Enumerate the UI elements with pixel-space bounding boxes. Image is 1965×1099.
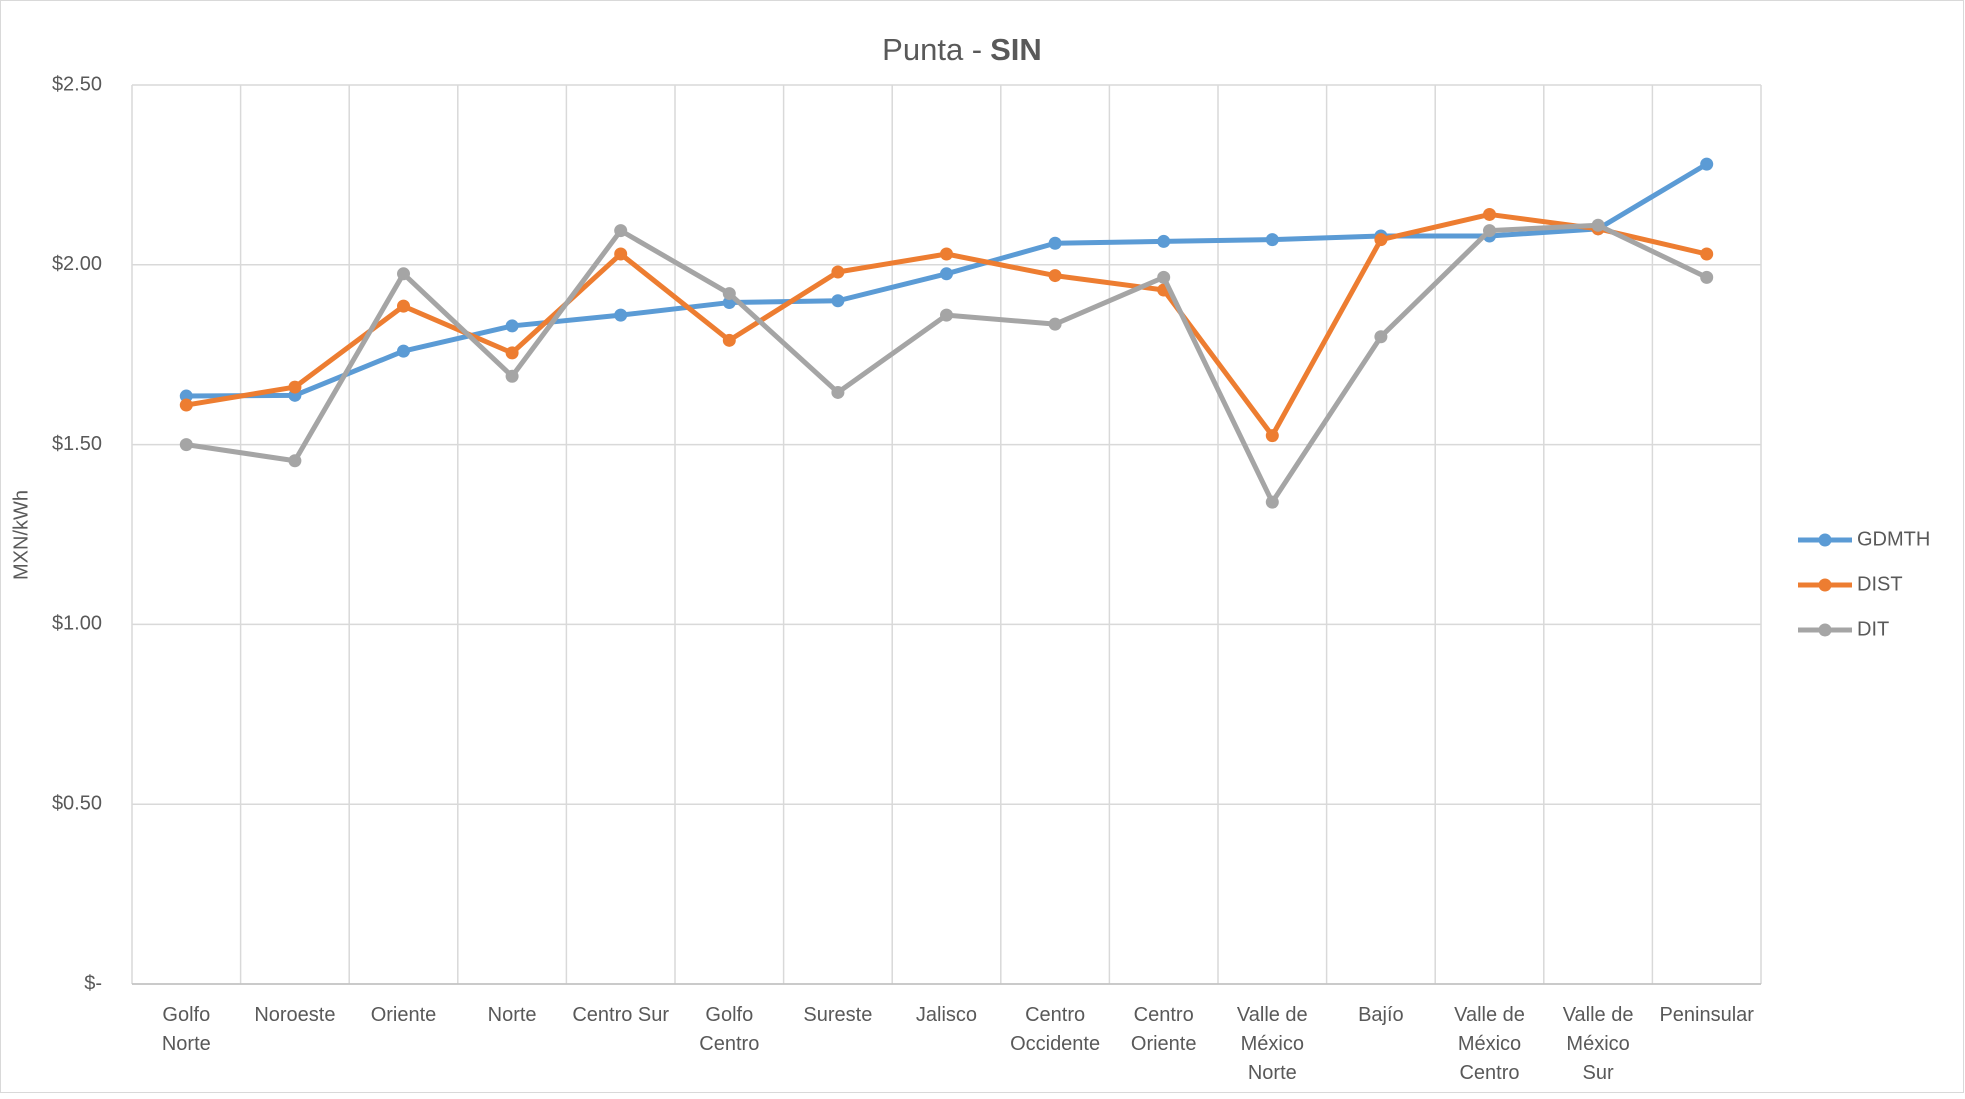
x-tick-line: Oriente [1131,1033,1197,1055]
data-point [505,319,519,333]
data-point [614,247,628,261]
y-tick-label: $2.00 [52,253,102,275]
x-tick-line: Valle de [1454,1004,1525,1026]
x-tick-line: Golfo [705,1004,753,1026]
title-text: Punta - [882,32,982,67]
data-point [831,385,845,399]
data-point [1483,224,1496,238]
x-tick-line: Peninsular [1659,1004,1754,1026]
data-point [397,344,410,358]
y-tick-label: $- [84,972,102,994]
data-point [179,438,193,452]
x-tick-label: Sureste [803,1004,872,1026]
x-tick-label: Centro Occidente [1010,1004,1100,1055]
data-point [1265,495,1279,509]
x-tick-label: Noroeste [254,1004,335,1026]
data-point [1265,429,1279,443]
data-point [1700,247,1714,261]
y-tick-label: $2.50 [52,73,102,95]
data-point [1157,270,1171,284]
data-point [1374,233,1388,247]
data-point [288,380,302,394]
x-tick-label: Peninsular [1659,1004,1754,1026]
x-tick-line: Norte [162,1033,211,1055]
legend-marker [1818,623,1832,637]
x-tick-label: Valle de México Sur [1563,1004,1634,1084]
x-tick-line: Valle de [1563,1004,1634,1026]
data-point [940,247,953,261]
data-point [940,267,953,281]
data-point [1048,236,1062,250]
data-point [1483,207,1496,221]
x-tick-label: Centro Oriente [1131,1004,1197,1055]
x-tick-line: Norte [488,1004,537,1026]
data-point [1374,330,1388,344]
x-tick-line: México [1458,1033,1521,1055]
x-tick-line: Oriente [371,1004,437,1026]
legend-marker [1818,578,1832,592]
x-tick-line: Centro [699,1033,759,1055]
legend-label: DIT [1857,618,1889,640]
data-point [179,398,193,412]
x-tick-label: Jalisco [916,1004,977,1026]
x-tick-label: Valle de México Centro [1454,1004,1525,1084]
x-tick-label: Oriente [371,1004,437,1026]
x-tick-line: Bajío [1358,1004,1404,1026]
x-tick-line: México [1241,1033,1304,1055]
legend-label: GDMTH [1857,528,1930,550]
x-tick-label: Golfo Norte [162,1004,211,1055]
data-point [1700,157,1714,171]
data-point [397,267,410,281]
x-tick-line: Centro Sur [572,1004,669,1026]
data-point [831,265,845,279]
x-tick-line: Golfo [162,1004,210,1026]
legend-marker [1818,533,1832,547]
y-tick-label: $1.50 [52,433,102,455]
x-tick-line: México [1566,1033,1629,1055]
data-point [1048,317,1062,331]
x-tick-label: Bajío [1358,1004,1404,1026]
data-point [722,287,736,301]
x-tick-line: Noroeste [254,1004,335,1026]
y-tick-label: $0.50 [52,792,102,814]
data-point [1700,270,1714,284]
data-point [179,389,193,403]
y-tick-label: $1.00 [52,613,102,635]
chart-title: Punta - SIN [882,32,1042,67]
data-point [288,454,302,468]
x-tick-line: Sureste [803,1004,872,1026]
x-tick-line: Norte [1248,1062,1297,1084]
data-point [505,369,519,383]
x-tick-line: Occidente [1010,1033,1100,1055]
x-tick-label: Centro Sur [572,1004,669,1026]
data-point [614,308,628,322]
x-tick-line: Jalisco [916,1004,977,1026]
data-point [1048,269,1062,283]
data-point [505,346,519,360]
data-point [940,308,953,322]
x-tick-line: Valle de [1237,1004,1308,1026]
legend-label: DIST [1857,573,1903,595]
data-point [722,333,736,347]
x-tick-label: Valle de México Norte [1237,1004,1308,1084]
x-tick-line: Centro [1134,1004,1194,1026]
x-tick-label: Golfo Centro [699,1004,759,1055]
data-point [1591,218,1605,232]
data-point [614,224,628,238]
data-point [397,299,410,313]
x-tick-line: Centro [1459,1062,1519,1084]
data-point [1265,233,1279,247]
x-tick-label: Norte [488,1004,537,1026]
data-point [1157,234,1171,248]
data-point [831,294,845,308]
x-tick-line: Sur [1583,1062,1614,1084]
y-axis-label: MXN/kWh [10,490,32,580]
x-tick-line: Centro [1025,1004,1085,1026]
title-bold: SIN [990,32,1042,67]
